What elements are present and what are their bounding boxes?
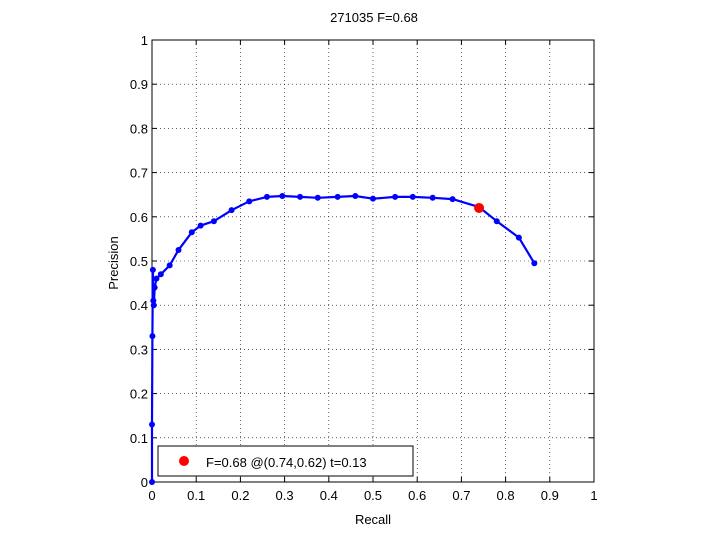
x-tick-label: 0.3	[276, 488, 294, 503]
data-point	[449, 196, 456, 203]
data-point	[297, 193, 304, 200]
data-point	[515, 234, 522, 241]
data-point	[370, 195, 376, 202]
data-point	[493, 218, 500, 225]
series-line-group	[149, 193, 538, 485]
y-tick-label: 0.4	[130, 298, 148, 313]
data-point	[352, 193, 359, 200]
y-tick-label: 0.3	[130, 342, 148, 357]
best-f-marker-group	[474, 202, 485, 213]
data-point	[149, 266, 156, 273]
data-point	[531, 260, 538, 267]
data-point	[150, 302, 157, 309]
legend: F=0.68 @(0.74,0.62) t=0.13	[157, 445, 414, 477]
data-point	[429, 194, 436, 201]
data-point	[157, 271, 164, 278]
data-point	[166, 262, 173, 269]
x-tick-label: 1	[590, 488, 597, 503]
data-point	[334, 193, 341, 200]
y-axis-label: Precision	[106, 236, 121, 289]
data-point	[409, 193, 416, 200]
data-point	[392, 193, 399, 200]
data-point	[228, 207, 235, 214]
x-tick-label: 0.2	[231, 488, 249, 503]
data-point	[149, 479, 155, 485]
y-tick-label: 0.1	[130, 431, 148, 446]
x-axis-label: Recall	[355, 512, 391, 527]
data-point	[150, 297, 157, 304]
data-point	[197, 222, 204, 229]
data-point	[279, 193, 286, 200]
data-point	[153, 275, 160, 282]
data-point	[149, 421, 155, 428]
data-point	[151, 284, 158, 291]
y-tick-label: 0.2	[130, 387, 148, 402]
x-tick-label: 0.4	[320, 488, 338, 503]
y-tick-label: 0	[141, 475, 148, 490]
y-axis: 0 0.1 0.2 0.3 0.4 0.5 0.6 0.7 0.8 0.9 1	[130, 33, 594, 490]
series-line	[150, 194, 536, 482]
x-tick-label: 0.5	[364, 488, 382, 503]
y-tick-label: 0.5	[130, 254, 148, 269]
x-tick-label: 0	[148, 488, 155, 503]
grid	[152, 40, 594, 482]
legend-text: F=0.68 @(0.74,0.62) t=0.13	[206, 455, 367, 470]
data-point	[263, 193, 270, 200]
y-tick-label: 0.6	[130, 210, 148, 225]
x-tick-label: 0.6	[408, 488, 426, 503]
legend-box	[157, 445, 414, 477]
data-point	[314, 194, 321, 201]
y-tick-label: 1	[141, 33, 148, 48]
x-tick-label: 0.9	[541, 488, 559, 503]
x-axis: 0 0.1 0.2 0.3 0.4 0.5 0.6 0.7 0.8 0.9 1	[148, 40, 598, 503]
legend-marker	[179, 456, 189, 466]
y-tick-label: 0.7	[130, 166, 148, 181]
data-point	[210, 218, 217, 225]
data-point	[175, 246, 182, 253]
y-tick-label: 0.9	[130, 77, 148, 92]
data-point	[149, 333, 156, 340]
y-tick-label: 0.8	[130, 121, 148, 136]
best-f-marker	[474, 202, 485, 213]
data-point	[188, 229, 195, 236]
data-point	[246, 198, 253, 205]
chart-title: 271035 F=0.68	[330, 10, 418, 25]
x-tick-label: 0.1	[187, 488, 205, 503]
x-tick-label: 0.8	[497, 488, 515, 503]
x-tick-label: 0.7	[452, 488, 470, 503]
